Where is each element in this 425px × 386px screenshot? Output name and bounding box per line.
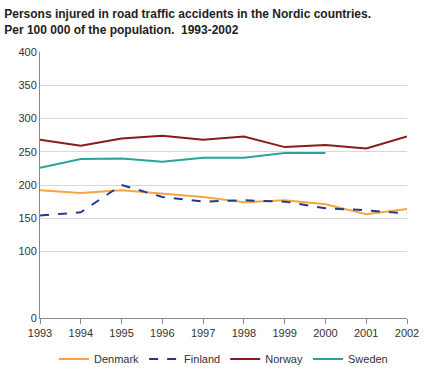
svg-text:2000: 2000 — [313, 327, 337, 339]
svg-text:1998: 1998 — [232, 327, 256, 339]
svg-text:Finland: Finland — [184, 353, 220, 365]
svg-text:Sweden: Sweden — [348, 353, 388, 365]
svg-text:200: 200 — [18, 179, 36, 191]
svg-text:1996: 1996 — [150, 327, 174, 339]
svg-text:250: 250 — [18, 146, 36, 158]
svg-text:1999: 1999 — [272, 327, 296, 339]
svg-text:400: 400 — [18, 46, 36, 58]
svg-text:1995: 1995 — [109, 327, 133, 339]
svg-text:350: 350 — [18, 79, 36, 91]
svg-text:1994: 1994 — [69, 327, 93, 339]
svg-text:1993: 1993 — [28, 327, 52, 339]
svg-text:Persons injured in road traffi: Persons injured in road traffic accident… — [4, 7, 371, 37]
svg-text:150: 150 — [18, 212, 36, 224]
svg-text:0: 0 — [31, 312, 37, 324]
svg-text:100: 100 — [18, 245, 36, 257]
svg-text:300: 300 — [18, 112, 36, 124]
svg-text:2001: 2001 — [354, 327, 378, 339]
svg-text:1997: 1997 — [191, 327, 215, 339]
svg-text:2002: 2002 — [395, 327, 419, 339]
svg-text:Denmark: Denmark — [94, 353, 139, 365]
svg-text:Norway: Norway — [265, 353, 303, 365]
